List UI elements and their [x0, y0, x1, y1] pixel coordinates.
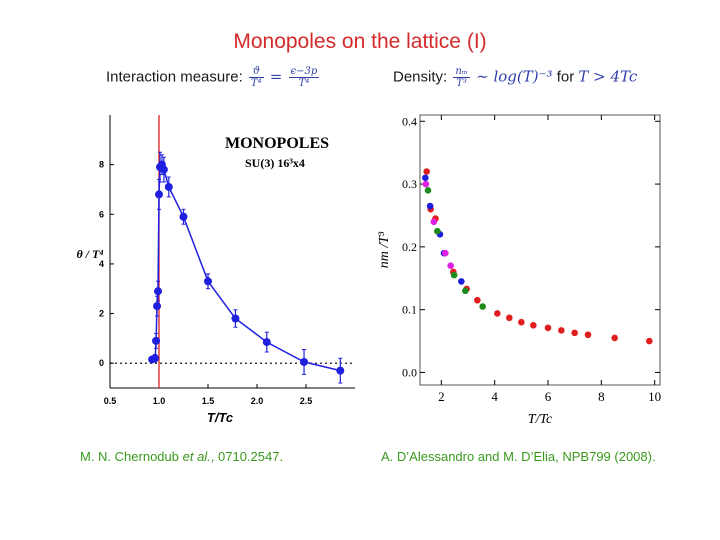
- density-point-magenta: [447, 262, 454, 269]
- right-x-tick-label: 4: [491, 389, 498, 404]
- density-point-red: [494, 310, 501, 317]
- left-y-tick-label: 4: [99, 259, 104, 269]
- right-y-axis-label: nm /T³: [377, 231, 392, 268]
- for-word: for: [556, 68, 575, 86]
- right-reference: A. D’Alessandro and M. D’Elia, NPB799 (2…: [381, 449, 656, 464]
- density-point-red: [423, 168, 430, 175]
- density-point-red: [474, 296, 481, 304]
- right-plot-frame: [419, 114, 661, 386]
- frac-numerator: ϑ: [248, 66, 264, 78]
- interaction-measure-points: [148, 160, 345, 375]
- interaction-measure-formula: Interaction measure: ϑ T⁴ = ϵ−3p T⁴: [106, 66, 321, 89]
- left-x-tick-label: 0.5: [104, 396, 117, 406]
- reference-authors: M. N. Chernodub: [80, 449, 183, 464]
- monopole-density-chart: 2 4 6 8 10 0.0 0.1 0.2 0.3 0.4 T/Tc nm /T³: [377, 114, 661, 427]
- interaction-measure-curve: [151, 163, 341, 372]
- slide-title: Monopoles on the lattice (I): [233, 30, 487, 53]
- right-x-tick-label: 2: [438, 389, 445, 404]
- left-x-tick-label: 1.5: [202, 396, 215, 406]
- left-x-tick-label: 1.0: [153, 396, 166, 406]
- density-point-magenta: [422, 180, 430, 188]
- left-x-tick-label: 2.0: [251, 396, 264, 406]
- right-x-axis-label: T/Tc: [528, 412, 553, 427]
- monopoles-interaction-chart: 0.5 1.0 1.5 2.0 2.5 0 2 4 6 8 MONOPOLES SU(3) 16…: [76, 115, 355, 425]
- density-point-green: [479, 303, 486, 310]
- density-point-green: [424, 187, 432, 194]
- data-point: [300, 357, 309, 366]
- frac-numerator: nₘ: [453, 66, 470, 78]
- data-point: [204, 277, 212, 286]
- frac-denominator: T³: [456, 78, 467, 89]
- left-y-tick-label: 6: [99, 209, 104, 219]
- data-point: [159, 165, 168, 174]
- frac-numerator: ϵ−3p: [288, 66, 320, 78]
- left-y-axis-label: θ / T⁴: [76, 247, 103, 261]
- data-point: [164, 182, 173, 191]
- reference-etal: et al.: [182, 449, 211, 464]
- data-point: [336, 366, 345, 375]
- error-bars: [150, 151, 343, 384]
- frac-denominator: T⁴: [250, 78, 262, 89]
- left-reference: M. N. Chernodub et al., 0710.2547.: [80, 449, 283, 464]
- density-point-red: [530, 322, 537, 329]
- data-point: [151, 354, 160, 363]
- right-y-ticks: 0.0 0.1 0.2 0.3 0.4: [402, 114, 660, 379]
- energy-pressure-fraction: ϵ−3p T⁴: [288, 66, 320, 89]
- right-x-tick-label: 10: [648, 389, 661, 404]
- density-point-magenta: [442, 249, 449, 257]
- left-y-tick-label: 2: [99, 309, 104, 319]
- data-point: [155, 190, 163, 199]
- monopole-density-points: [422, 168, 653, 345]
- left-x-ticks: 0.5 1.0 1.5 2.0 2.5: [104, 384, 313, 406]
- data-point: [231, 314, 240, 323]
- density-point-magenta: [430, 218, 438, 226]
- density-label: Density:: [393, 68, 448, 86]
- frac-denominator: T⁴: [298, 78, 310, 89]
- density-point-green: [434, 227, 441, 235]
- data-point: [179, 212, 188, 221]
- data-point: [262, 338, 271, 347]
- left-y-ticks: 0 2 4 6 8: [99, 160, 114, 368]
- data-point: [152, 336, 161, 345]
- temperature-condition: T > 4Tc: [578, 67, 638, 86]
- left-y-tick-label: 8: [99, 160, 104, 170]
- data-point: [154, 287, 163, 296]
- left-x-axis-label: T/Tc: [207, 410, 234, 425]
- right-y-tick-label: 0.0: [402, 365, 417, 379]
- interaction-measure-label: Interaction measure:: [106, 68, 243, 86]
- density-point-red: [506, 314, 513, 322]
- right-x-tick-label: 8: [598, 389, 605, 404]
- density-point-red: [584, 331, 592, 339]
- density-point-blue: [426, 202, 434, 210]
- right-y-tick-label: 0.3: [402, 177, 417, 191]
- chart-title: MONOPOLES: [225, 135, 329, 152]
- density-point-red: [571, 329, 578, 337]
- reference-id: , 0710.2547.: [210, 449, 284, 464]
- right-x-tick-label: 6: [545, 389, 552, 404]
- right-y-tick-label: 0.2: [402, 240, 417, 254]
- log-scaling-expression: ∼ log(T)⁻³: [476, 67, 553, 86]
- data-point: [153, 302, 162, 311]
- equals-sign: =: [269, 67, 283, 86]
- left-y-tick-label: 0: [99, 358, 104, 368]
- density-point-blue: [458, 278, 465, 285]
- density-point-red: [544, 324, 552, 332]
- right-y-tick-label: 0.4: [402, 114, 417, 128]
- right-y-tick-label: 0.1: [402, 303, 417, 317]
- right-x-ticks: 2 4 6 8 10: [438, 115, 661, 404]
- density-point-green: [450, 271, 458, 279]
- density-point-red: [611, 334, 618, 342]
- theta-over-t4-fraction: ϑ T⁴: [248, 66, 264, 89]
- density-point-blue: [422, 174, 429, 182]
- left-x-tick-label: 2.5: [300, 396, 313, 406]
- density-point-red: [518, 318, 525, 326]
- density-formula: Density: nₘ T³ ∼ log(T)⁻³ for T > 4Tc: [393, 66, 637, 89]
- density-point-green: [462, 287, 469, 295]
- density-point-red: [558, 327, 565, 334]
- nm-over-t3-fraction: nₘ T³: [453, 66, 470, 89]
- chart-subtitle: SU(3) 16³x4: [245, 156, 305, 170]
- density-point-red: [646, 337, 653, 345]
